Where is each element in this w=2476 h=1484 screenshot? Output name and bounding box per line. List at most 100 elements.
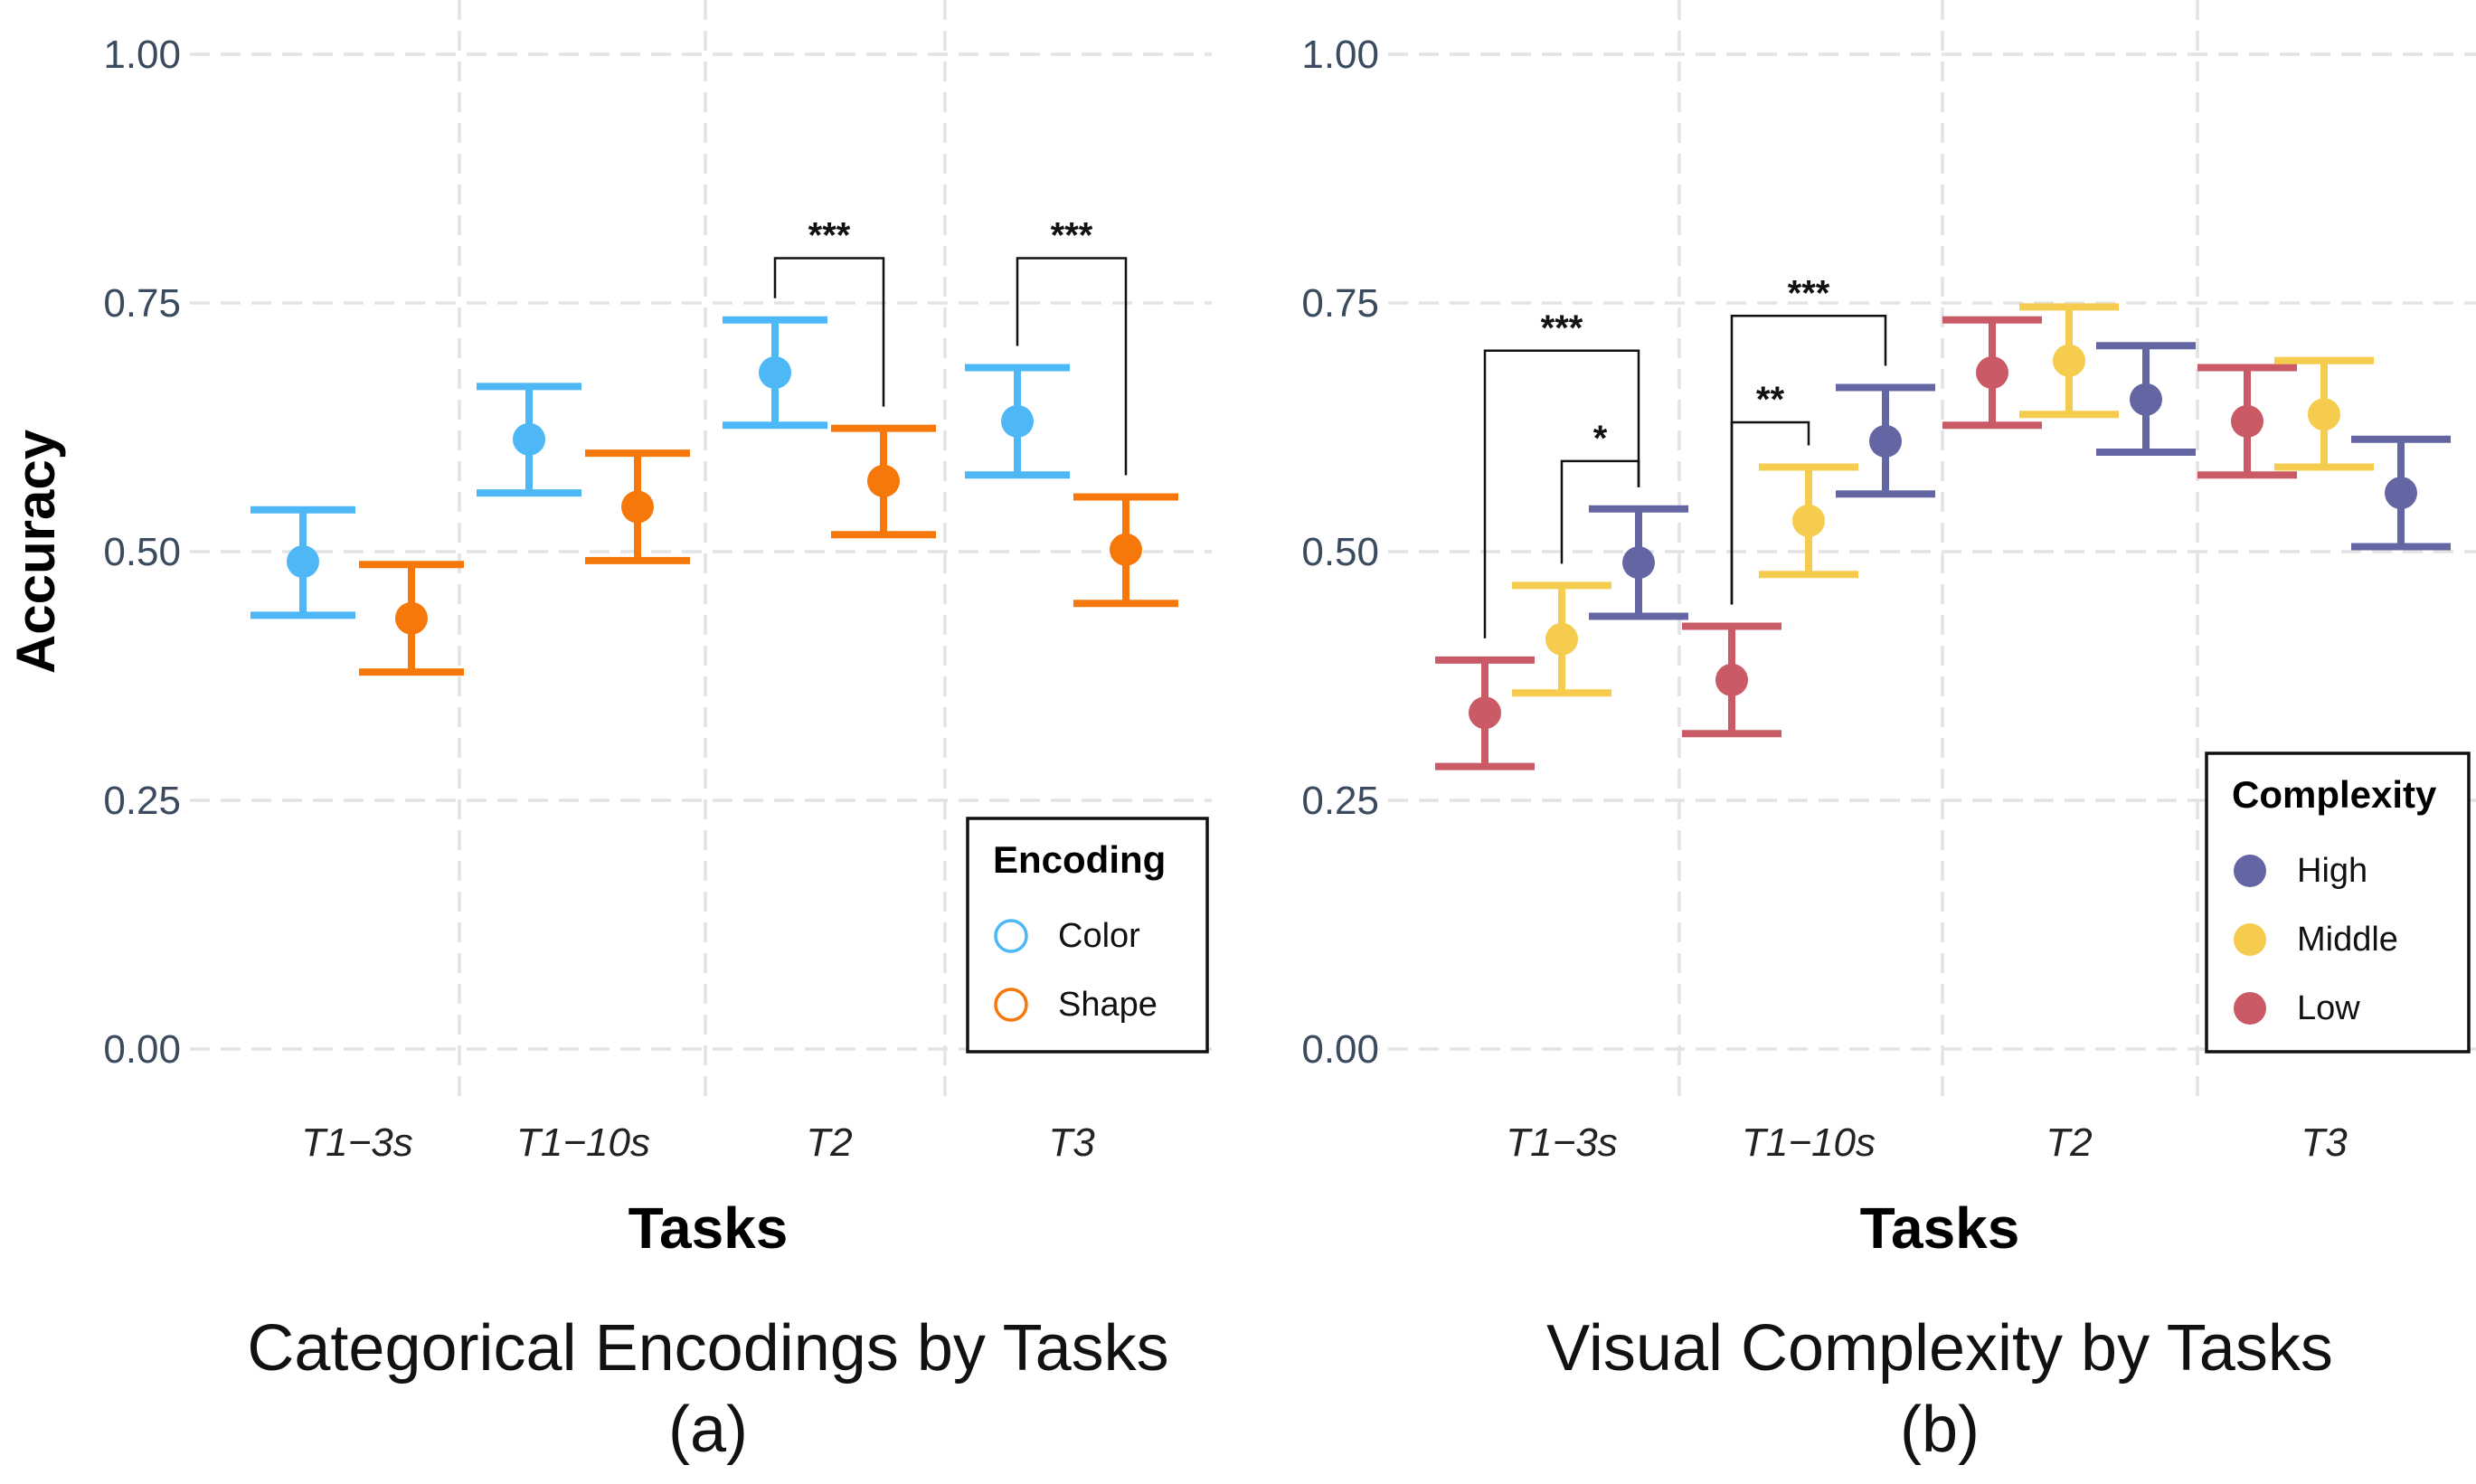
legend-marker <box>2234 923 2266 956</box>
mean-point <box>1001 404 1034 438</box>
legend-label: Shape <box>1058 986 1158 1024</box>
significance-bracket <box>1483 349 1640 638</box>
significance-label: *** <box>1541 308 1583 348</box>
mean-point <box>1622 546 1655 580</box>
errorbar-b-high-1 <box>1836 383 1935 498</box>
legend-label: High <box>2297 852 2367 890</box>
legend-b: Complexity High Middle Low <box>2205 751 2471 1054</box>
legend-marker <box>994 919 1028 953</box>
y-tick-b-0.00: 0.00 <box>1301 1027 1379 1072</box>
mean-point <box>1976 356 2008 389</box>
legend-label: Middle <box>2297 921 2398 959</box>
legend-label: Low <box>2297 989 2360 1027</box>
legend-marker <box>994 988 1028 1022</box>
mean-point <box>1715 663 1748 696</box>
y-axis-label: Accuracy <box>5 429 66 674</box>
y-tick-a-0.50: 0.50 <box>103 530 181 574</box>
significance-bracket <box>1560 459 1640 564</box>
mean-point <box>2385 477 2417 510</box>
significance-b-0: *** <box>1483 308 1640 638</box>
significance-label: *** <box>1788 273 1830 313</box>
errorbar-b-middle-1 <box>1759 463 1858 579</box>
chart-title-b: Visual Complexity by Tasks <box>1546 1312 2333 1385</box>
y-tick-b-0.25: 0.25 <box>1301 779 1379 823</box>
legend-item-middle: Middle <box>2234 921 2398 959</box>
errorbar-a-shape-2 <box>831 424 936 539</box>
legend-marker <box>2234 992 2266 1025</box>
errorbar-b-high-0 <box>1589 505 1688 620</box>
chart-title-a: Categorical Encodings by Tasks <box>247 1312 1168 1385</box>
x-tick-b-2: T2 <box>2046 1120 2092 1165</box>
errorbar-b-middle-3 <box>2274 356 2374 471</box>
errorbar-a-color-2 <box>723 316 827 430</box>
mean-point <box>1792 504 1825 537</box>
mean-point <box>759 356 791 389</box>
y-tick-a-1.00: 1.00 <box>103 33 181 77</box>
mean-point <box>395 601 428 635</box>
x-tick-a-2: T2 <box>806 1120 852 1165</box>
errorbar-b-high-3 <box>2351 435 2451 551</box>
x-axis-label-a: Tasks <box>628 1196 789 1261</box>
significance-label: * <box>1593 419 1608 458</box>
x-tick-a-3: T3 <box>1048 1120 1095 1165</box>
legend-title: Complexity <box>2232 773 2437 816</box>
y-tick-b-0.75: 0.75 <box>1301 281 1379 326</box>
legend-item-high: High <box>2234 852 2367 890</box>
y-tick-a-0.00: 0.00 <box>103 1027 181 1072</box>
significance-bracket <box>1730 421 1810 605</box>
legend-label: Color <box>1058 917 1140 955</box>
mean-point <box>621 490 654 524</box>
panel-label-a: (a) <box>668 1394 748 1466</box>
errorbar-a-color-0 <box>250 506 355 619</box>
errorbar-b-middle-2 <box>2019 303 2119 419</box>
significance-bracket <box>1016 257 1128 476</box>
mean-point <box>1469 696 1501 730</box>
legend-box <box>966 817 1209 1054</box>
x-tick-b-3: T3 <box>2301 1120 2348 1165</box>
mean-point <box>287 545 319 578</box>
errorbar-a-color-1 <box>477 383 581 497</box>
x-tick-a-1: T1−10s <box>516 1120 650 1165</box>
y-tick-b-1.00: 1.00 <box>1301 33 1379 77</box>
x-tick-b-1: T1−10s <box>1742 1120 1876 1165</box>
x-tick-a-0: T1−3s <box>301 1120 413 1165</box>
legend-a: Encoding Color Shape <box>966 817 1209 1054</box>
panel-a: 0.00 0.25 0.50 0.75 1.00 T1−3s T1−10s T2 T3 *** **… <box>103 0 1212 1466</box>
mean-point <box>2053 344 2085 377</box>
errorbar-a-shape-3 <box>1073 493 1178 608</box>
y-tick-a-0.25: 0.25 <box>103 779 181 823</box>
y-tick-b-0.50: 0.50 <box>1301 530 1379 574</box>
significance-label: ** <box>1756 380 1785 420</box>
x-tick-b-0: T1−3s <box>1506 1120 1618 1165</box>
legend-title: Encoding <box>993 838 1166 881</box>
significance-label: *** <box>1051 216 1093 256</box>
errorbar-a-color-3 <box>965 364 1070 479</box>
significance-a-1: *** <box>1016 216 1128 476</box>
mean-point <box>2130 383 2162 416</box>
significance-b-3: ** <box>1730 380 1810 605</box>
mean-point <box>2231 404 2263 438</box>
errorbar-a-shape-1 <box>585 449 690 564</box>
mean-point <box>2308 398 2340 431</box>
mean-point <box>513 422 545 456</box>
significance-bracket <box>773 257 885 407</box>
mean-point <box>1869 424 1902 458</box>
mean-point <box>1545 622 1578 656</box>
panel-label-b: (b) <box>1900 1394 1980 1466</box>
x-axis-label-b: Tasks <box>1860 1196 2020 1261</box>
legend-item-color: Color <box>994 917 1140 955</box>
mean-point <box>867 464 900 497</box>
legend-item-shape: Shape <box>994 986 1158 1024</box>
errorbar-b-middle-0 <box>1512 581 1611 697</box>
legend-item-low: Low <box>2234 989 2360 1027</box>
errorbar-b-low-3 <box>2197 364 2297 479</box>
errorbar-b-low-0 <box>1435 656 1535 770</box>
errorbar-b-high-2 <box>2096 342 2196 456</box>
errorbar-a-shape-0 <box>359 561 464 676</box>
significance-b-1: * <box>1560 419 1640 564</box>
legend-marker <box>2234 855 2266 887</box>
significance-label: *** <box>808 216 851 256</box>
errorbar-b-low-2 <box>1942 316 2042 430</box>
y-tick-a-0.75: 0.75 <box>103 281 181 326</box>
